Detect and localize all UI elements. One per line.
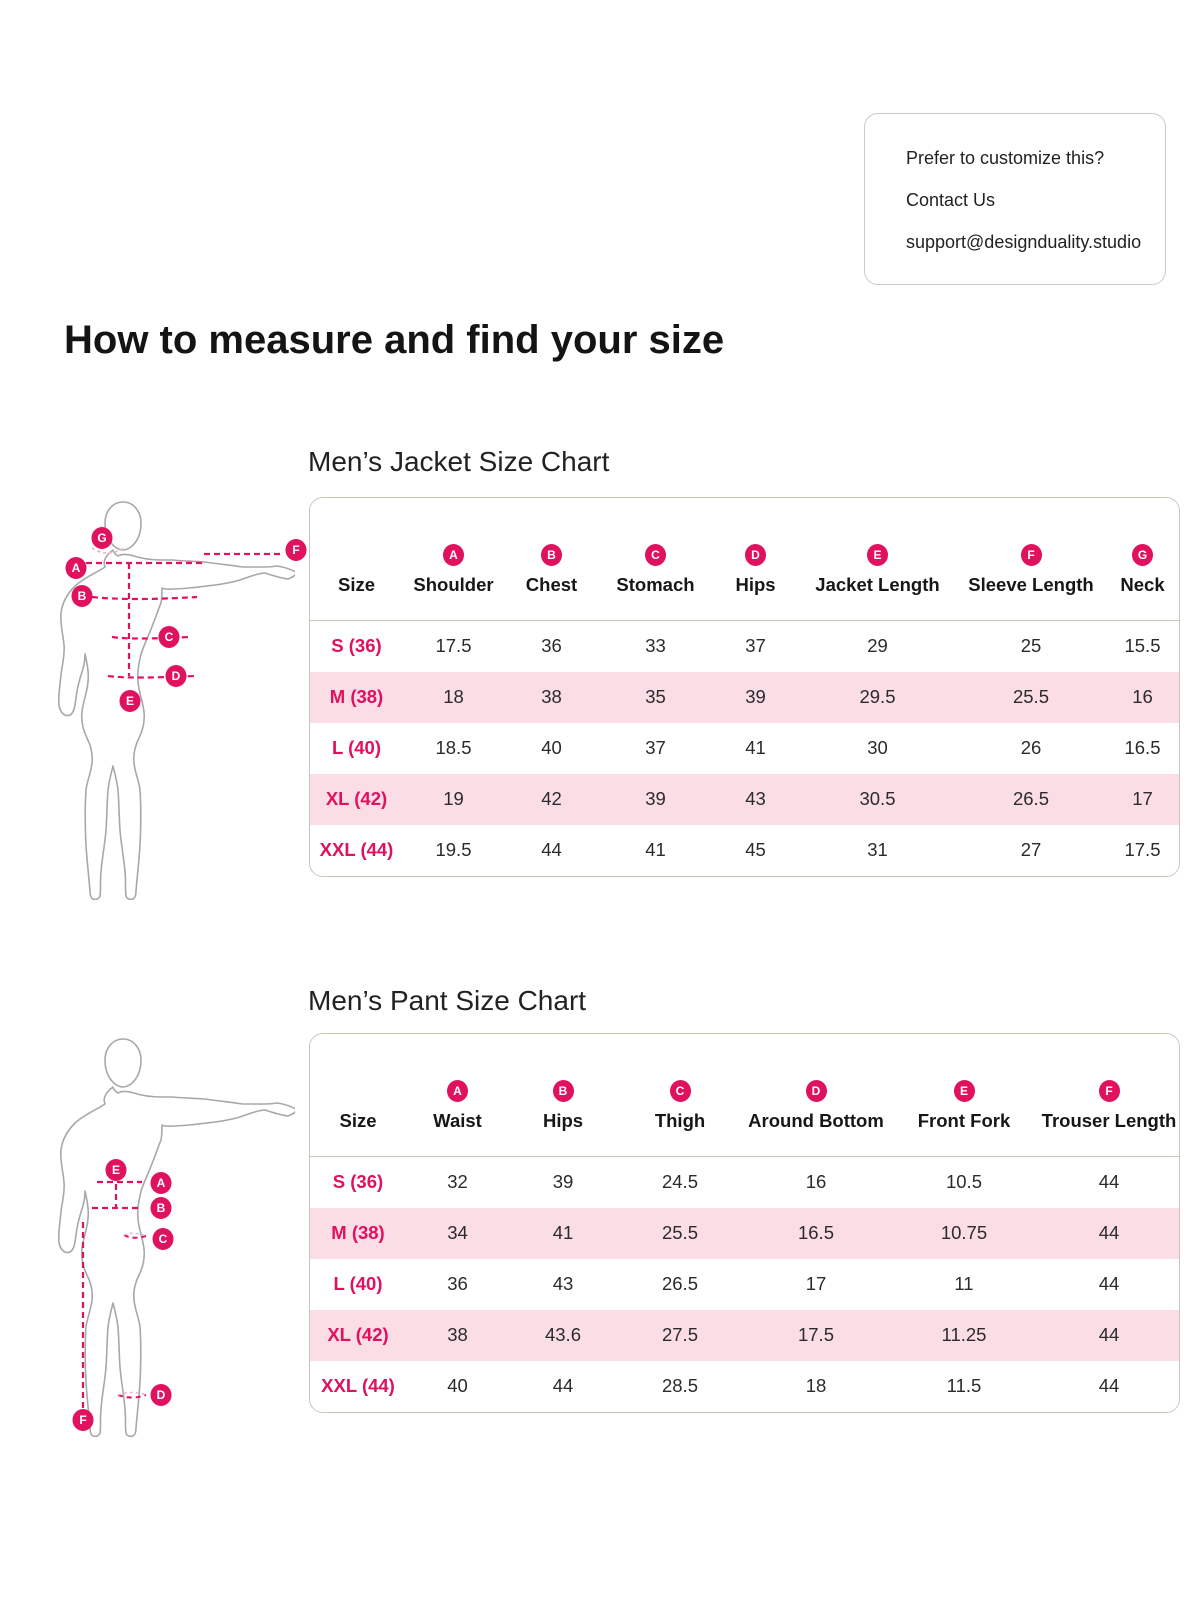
svg-text:F: F <box>79 1413 86 1427</box>
svg-text:C: C <box>159 1232 168 1246</box>
svg-text:B: B <box>157 1201 166 1215</box>
svg-text:E: E <box>112 1163 120 1177</box>
svg-text:D: D <box>157 1388 166 1402</box>
svg-text:A: A <box>157 1176 166 1190</box>
